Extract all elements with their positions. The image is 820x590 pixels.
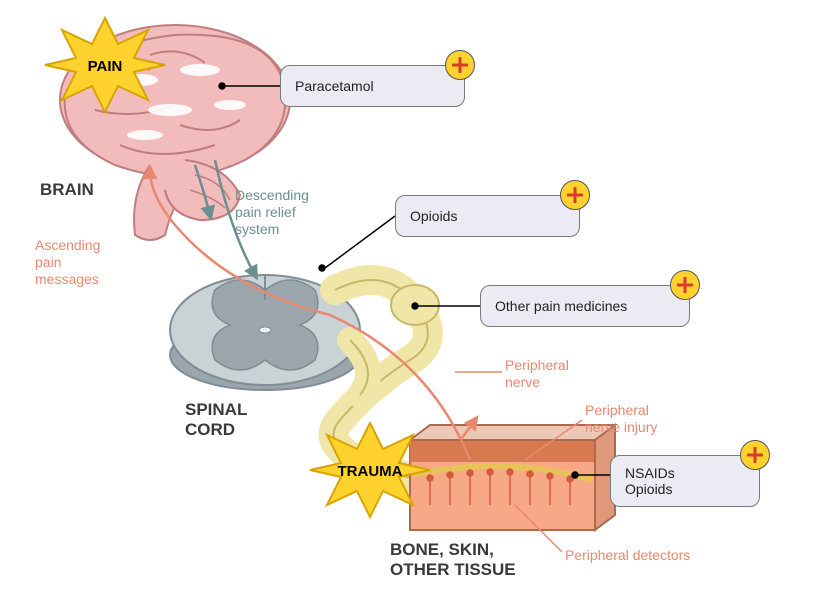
- expand-other-button[interactable]: [670, 270, 700, 300]
- box-nsaids: NSAIDs Opioids: [610, 455, 760, 507]
- spinal-label-1: SPINAL: [185, 400, 247, 419]
- box-paracetamol: Paracetamol: [280, 65, 465, 107]
- plus-icon: [567, 187, 583, 203]
- pnerve-label-2: nerve: [505, 374, 540, 390]
- pain-burst: PAIN: [45, 18, 165, 112]
- ascending-label-1: Ascending: [35, 237, 100, 253]
- plus-icon: [452, 57, 468, 73]
- box-paracetamol-text: Paracetamol: [295, 78, 450, 94]
- tissue-block: [410, 425, 615, 530]
- pain-burst-label: PAIN: [88, 58, 123, 75]
- descending-label-1: Descending: [235, 187, 309, 203]
- pinjury-label-1: Peripheral: [585, 402, 649, 418]
- expand-opioids-button[interactable]: [560, 180, 590, 210]
- pdetect-label: Peripheral detectors: [565, 547, 690, 563]
- tissue-label-2: OTHER TISSUE: [390, 560, 516, 579]
- ascending-label-2: pain: [35, 254, 61, 270]
- expand-nsaids-button[interactable]: [740, 440, 770, 470]
- tissue-label-1: BONE, SKIN,: [390, 540, 494, 559]
- descending-label-2: pain relief: [235, 204, 296, 220]
- box-other: Other pain medicines: [480, 285, 690, 327]
- expand-paracetamol-button[interactable]: [445, 50, 475, 80]
- plus-icon: [677, 277, 693, 293]
- trauma-burst: TRAUMA: [310, 423, 430, 517]
- pinjury-label-2: nerve injury: [585, 419, 657, 435]
- ascending-label-3: messages: [35, 271, 99, 287]
- trauma-burst-label: TRAUMA: [338, 463, 403, 480]
- box-opioids: Opioids: [395, 195, 580, 237]
- box-other-text: Other pain medicines: [495, 298, 675, 314]
- pnerve-label-1: Peripheral: [505, 357, 569, 373]
- spinal-label-2: CORD: [185, 420, 235, 439]
- plus-icon: [747, 447, 763, 463]
- descending-label-3: system: [235, 221, 279, 237]
- pain-pathway-diagram: { "canvas":{"width":820,"height":590,"bg…: [0, 0, 820, 590]
- box-nsaids-text-2: Opioids: [625, 481, 745, 497]
- box-opioids-text: Opioids: [410, 208, 565, 224]
- box-nsaids-text-1: NSAIDs: [625, 465, 745, 481]
- brain-label: BRAIN: [40, 180, 94, 199]
